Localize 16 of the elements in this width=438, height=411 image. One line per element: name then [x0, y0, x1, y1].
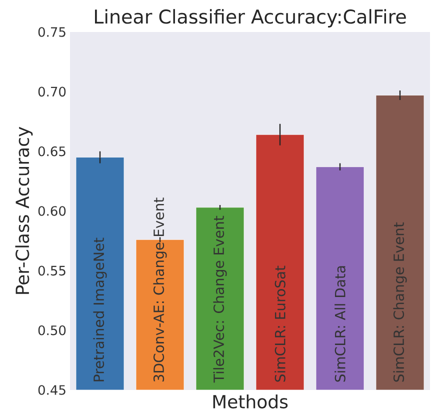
- y-tick-label: 0.70: [38, 86, 66, 97]
- x-tick-label: 3DConv-AE: Change Event: [153, 198, 167, 382]
- x-tick-label: Pretrained ImageNet: [93, 238, 107, 382]
- x-tick-label: Tile2Vec: Change Event: [213, 216, 227, 383]
- x-tick-label: SimCLR: All Data: [334, 266, 346, 382]
- x-tick-label: SimCLR: Change Event: [393, 222, 407, 382]
- y-tick-label: 0.45: [38, 385, 66, 395]
- y-tick-label: 0.65: [38, 146, 66, 156]
- y-axis-title: Per-Class Accuracy: [15, 126, 33, 294]
- x-tick-label: SimCLR: EuroSat: [274, 266, 286, 382]
- x-axis-title: Methods: [213, 394, 288, 408]
- chart-title: Linear Classifier Accuracy:CalFire: [95, 9, 406, 28]
- y-tick-label: 0.50: [38, 325, 66, 336]
- y-tick-label: 0.60: [38, 206, 66, 216]
- y-tick-label: 0.75: [38, 27, 66, 37]
- y-tick-label: 0.55: [38, 266, 66, 276]
